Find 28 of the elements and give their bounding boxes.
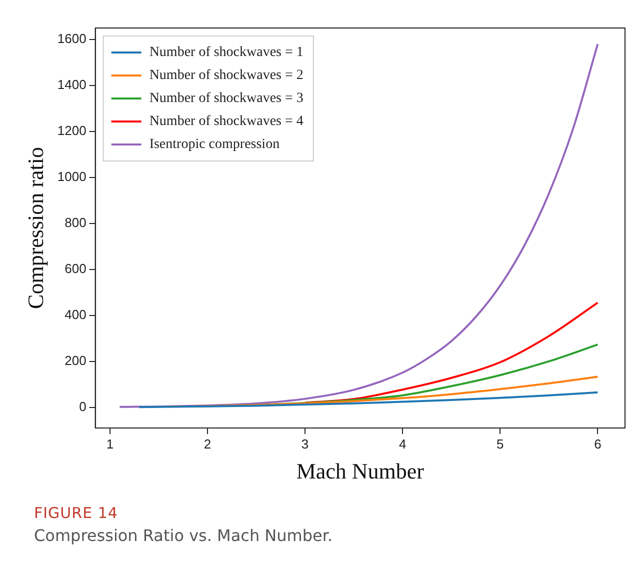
line-series <box>167 376 599 408</box>
caption: FIGURE 14 <box>34 504 119 522</box>
line-series <box>138 391 599 408</box>
line-series <box>118 43 599 408</box>
x-tick-label: 4 <box>398 436 406 452</box>
y-tick-label: 200 <box>64 352 86 368</box>
y-tick-label: 400 <box>64 306 86 322</box>
x-axis-title: Mach Number <box>296 458 425 484</box>
y-tick-label: 800 <box>64 214 86 230</box>
legend-label: Number of shockwaves = 1 <box>149 45 304 60</box>
y-tick-label: 1400 <box>57 77 86 92</box>
x-tick-label: 6 <box>594 436 602 452</box>
legend-label: Number of shockwaves = 4 <box>149 114 304 130</box>
y-tick-label: 0 <box>79 398 86 414</box>
x-tick-label: 1 <box>106 436 114 452</box>
x-tick-label: 2 <box>204 436 212 452</box>
y-tick-label: 1000 <box>57 169 86 184</box>
y-tick-label: 600 <box>64 260 86 276</box>
x-tick-label: 3 <box>301 436 309 452</box>
y-tick-label: 1600 <box>57 31 86 46</box>
text: Compression Ratio vs. Mach Number. <box>34 526 334 545</box>
y-axis-title: Compression ratio <box>22 147 48 309</box>
line-series <box>304 302 599 404</box>
x-tick-label: 5 <box>496 436 504 452</box>
legend-label: Number of shockwaves = 2 <box>149 68 304 84</box>
y-tick-label: 1200 <box>57 123 86 138</box>
legend-label: Isentropic compression <box>149 137 280 152</box>
legend-label: Number of shockwaves = 3 <box>149 91 304 106</box>
